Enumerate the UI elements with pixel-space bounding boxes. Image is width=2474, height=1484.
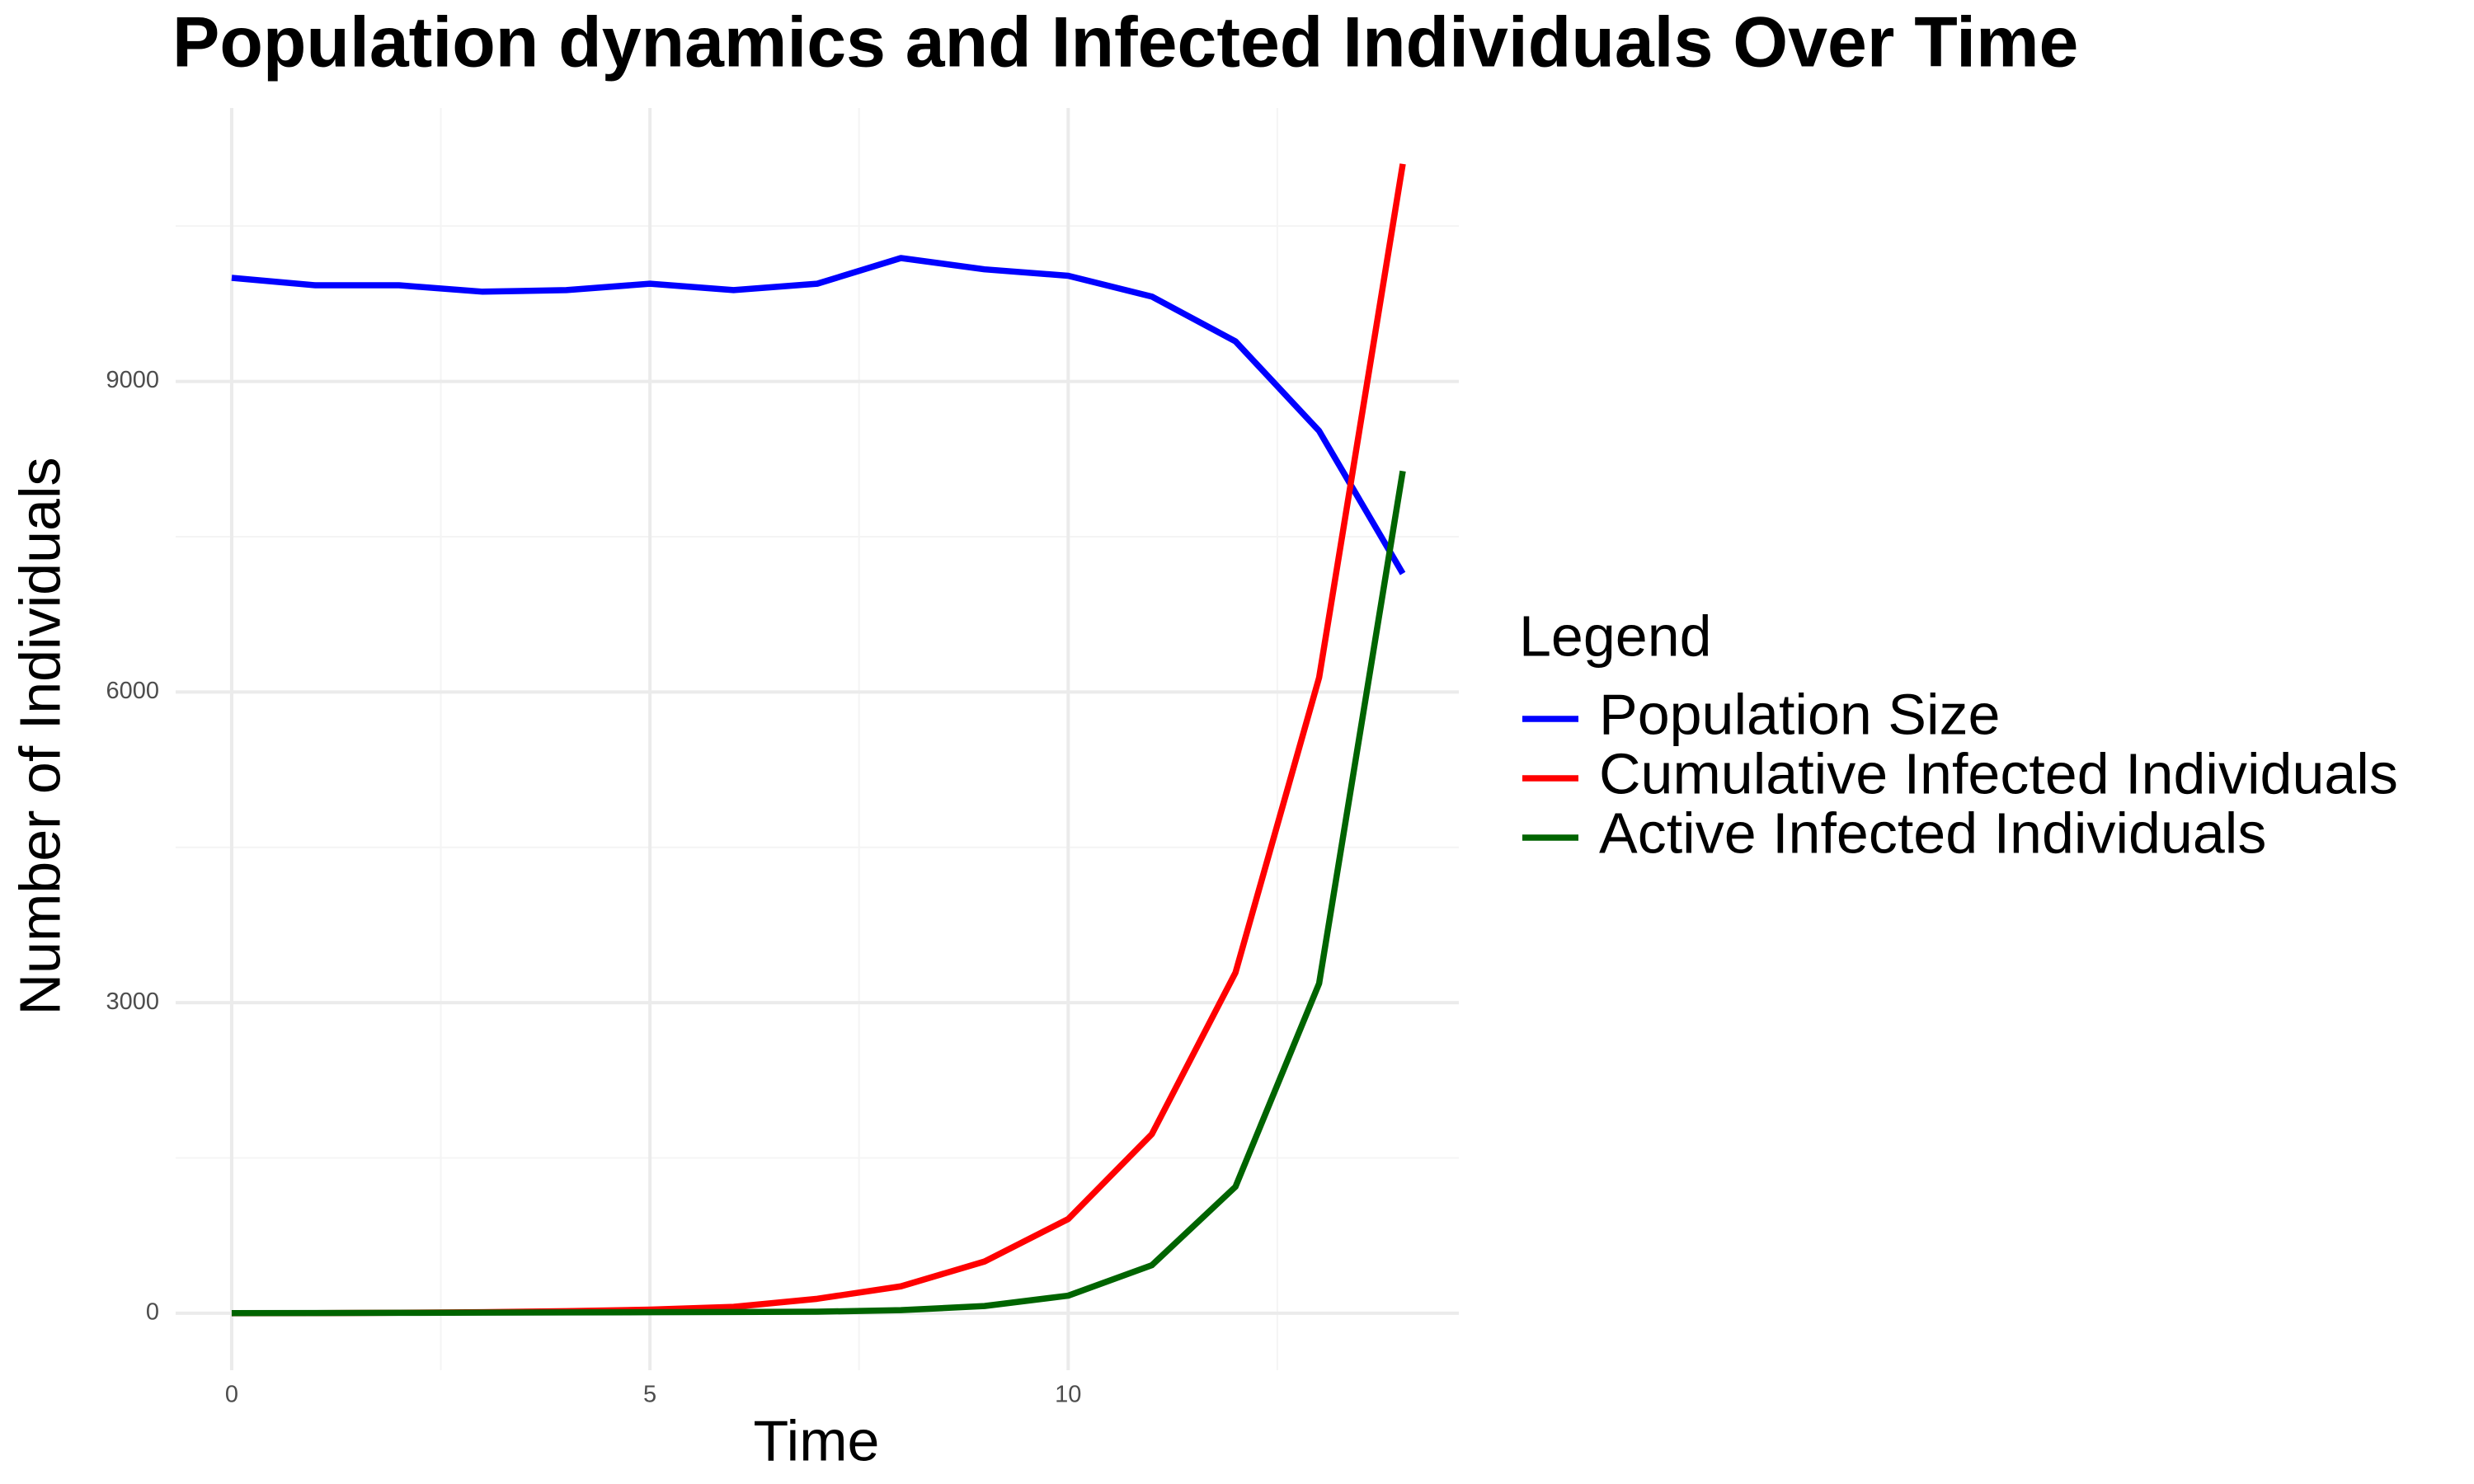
series-line <box>231 255 1406 575</box>
y-tick-label: 0 <box>146 1299 159 1326</box>
x-tick-label: 5 <box>643 1382 656 1408</box>
y-tick-label: 6000 <box>106 678 159 704</box>
y-tick-label: 9000 <box>106 367 159 393</box>
legend-title: Legend <box>1519 603 1712 668</box>
legend-label: Active Infected Individuals <box>1599 801 2266 865</box>
grid <box>176 108 1459 1370</box>
x-tick-label: 0 <box>225 1382 238 1408</box>
legend-label: Cumulative Infected Individuals <box>1599 741 2398 805</box>
x-axis-title: Time <box>754 1408 880 1472</box>
chart-title: Population dynamics and Infected Individ… <box>172 3 2078 82</box>
y-tick-label: 3000 <box>106 989 159 1015</box>
x-tick-label: 10 <box>1055 1382 1081 1408</box>
plot-lines <box>231 163 1406 1317</box>
legend-label: Population Size <box>1599 682 2000 746</box>
y-axis-title: Number of Individuals <box>7 458 72 1016</box>
series-line <box>231 470 1406 1317</box>
